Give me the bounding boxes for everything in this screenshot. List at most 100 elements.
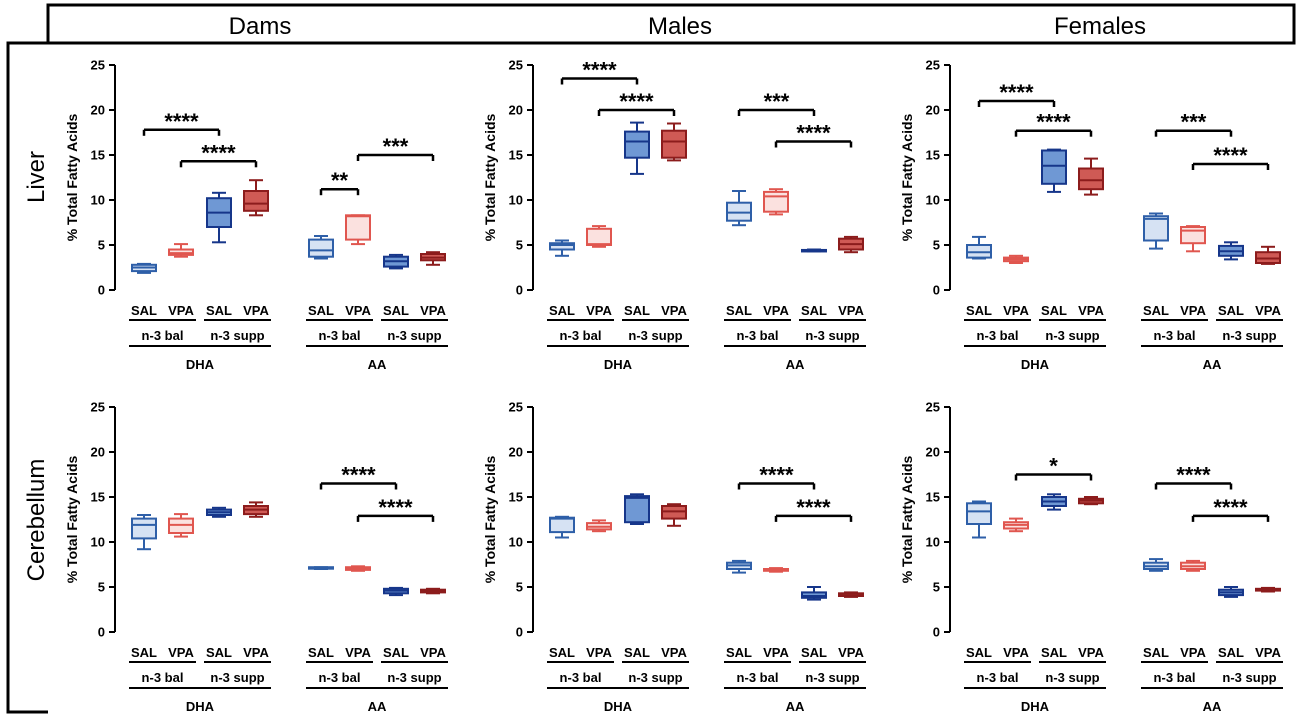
treatment-label: VPA	[838, 645, 864, 660]
significance-label: ****	[759, 463, 794, 488]
treatment-label: VPA	[345, 645, 371, 660]
significance-label: ****	[1213, 143, 1248, 168]
row-label-cerebellum: Cerebellum	[23, 459, 50, 582]
box-dha-n3bal-vpa	[168, 243, 194, 258]
box-iqr	[1180, 226, 1206, 245]
y-tick-label: 20	[926, 445, 940, 460]
box-dha-n3bal-sal	[131, 262, 157, 274]
treatment-label: SAL	[549, 645, 575, 660]
box-dha-n3supp-sal	[206, 191, 232, 244]
treatment-label: VPA	[168, 645, 194, 660]
box-aa-n3bal-vpa	[763, 188, 789, 216]
box-dha-n3supp-vpa	[661, 122, 687, 162]
y-tick-label: 0	[98, 625, 105, 640]
treatment-label: SAL	[624, 645, 650, 660]
y-axis-label: % Total Fatty Acids	[482, 456, 498, 584]
column-header-females: Females	[1054, 13, 1146, 40]
row-label-frame	[6, 41, 48, 714]
box-aa-n3bal-sal	[308, 566, 334, 570]
y-axis-label: % Total Fatty Acids	[482, 114, 498, 242]
box-dha-n3supp-sal	[206, 506, 232, 518]
y-tick-label: 5	[933, 238, 940, 253]
box-aa-n3bal-vpa	[345, 565, 371, 572]
treatment-label: SAL	[383, 303, 409, 318]
box-aa-n3supp-vpa	[838, 591, 864, 598]
fatty-acid-label: DHA	[604, 357, 633, 372]
treatment-label: VPA	[838, 303, 864, 318]
significance-bracket: ****	[1014, 110, 1093, 137]
treatment-label: VPA	[586, 645, 612, 660]
treatment-label: VPA	[168, 303, 194, 318]
box-iqr	[549, 516, 575, 534]
fatty-acid-label: DHA	[1021, 357, 1050, 372]
treatment-label: VPA	[345, 303, 371, 318]
y-tick-label: 5	[933, 580, 940, 595]
y-tick-label: 10	[926, 193, 940, 208]
diet-label: n-3 supp	[1045, 670, 1099, 685]
significance-bracket: ****	[597, 89, 676, 116]
y-tick-label: 0	[516, 283, 523, 298]
box-aa-n3supp-sal	[383, 253, 409, 270]
significance-label: ****	[1176, 463, 1211, 488]
box-aa-n3bal-sal	[726, 559, 752, 574]
box-dha-n3bal-sal	[549, 239, 575, 257]
box-dha-n3supp-vpa	[1078, 157, 1104, 196]
box-iqr	[1041, 149, 1067, 185]
column-header-frame	[46, 3, 1296, 45]
fatty-acid-label: AA	[368, 699, 387, 714]
box-iqr	[586, 227, 612, 247]
significance-bracket: ****	[356, 495, 435, 522]
diet-label: n-3 supp	[805, 670, 859, 685]
y-tick-label: 25	[91, 58, 105, 73]
y-tick-label: 0	[98, 283, 105, 298]
y-tick-label: 5	[516, 238, 523, 253]
box-iqr	[624, 495, 650, 524]
significance-label: *	[1049, 454, 1058, 479]
treatment-label: VPA	[661, 645, 687, 660]
treatment-label: SAL	[726, 303, 752, 318]
treatment-label: VPA	[1255, 303, 1281, 318]
box-dha-n3supp-vpa	[243, 501, 269, 518]
y-tick-label: 25	[926, 400, 940, 415]
box-aa-n3supp-vpa	[1255, 586, 1281, 593]
column-header-dams: Dams	[229, 13, 292, 40]
fatty-acid-label: DHA	[1021, 699, 1050, 714]
diet-label: n-3 bal	[319, 670, 361, 685]
box-dha-n3supp-sal	[624, 121, 650, 175]
treatment-label: VPA	[1003, 645, 1029, 660]
box-iqr	[1143, 215, 1169, 242]
fatty-acid-label: AA	[1203, 699, 1222, 714]
diet-label: n-3 bal	[142, 328, 184, 343]
treatment-label: SAL	[1218, 303, 1244, 318]
y-tick-label: 10	[509, 193, 523, 208]
diet-label: n-3 bal	[560, 670, 602, 685]
significance-bracket: ****	[319, 463, 398, 490]
box-iqr	[966, 502, 992, 525]
significance-bracket: ****	[977, 80, 1056, 107]
significance-label: ****	[582, 58, 617, 83]
box-dha-n3supp-vpa	[661, 503, 687, 527]
box-iqr	[624, 130, 650, 159]
fatty-acid-label: DHA	[186, 699, 215, 714]
significance-bracket: ****	[142, 109, 221, 136]
box-iqr	[1078, 167, 1104, 191]
significance-label: **	[331, 168, 349, 193]
y-tick-label: 5	[98, 238, 105, 253]
column-header-males: Males	[648, 13, 712, 40]
diet-label: n-3 supp	[628, 328, 682, 343]
treatment-label: SAL	[1143, 645, 1169, 660]
box-aa-n3supp-vpa	[420, 587, 446, 595]
significance-label: ****	[341, 463, 376, 488]
box-iqr	[308, 238, 334, 258]
treatment-label: SAL	[1041, 303, 1067, 318]
box-dha-n3bal-vpa	[168, 513, 194, 538]
treatment-label: SAL	[549, 303, 575, 318]
diet-label: n-3 bal	[977, 328, 1019, 343]
y-tick-label: 20	[509, 103, 523, 118]
box-dha-n3bal-sal	[131, 514, 157, 551]
box-dha-n3bal-vpa	[1003, 517, 1029, 533]
significance-label: ****	[999, 80, 1034, 105]
treatment-label: SAL	[1218, 645, 1244, 660]
